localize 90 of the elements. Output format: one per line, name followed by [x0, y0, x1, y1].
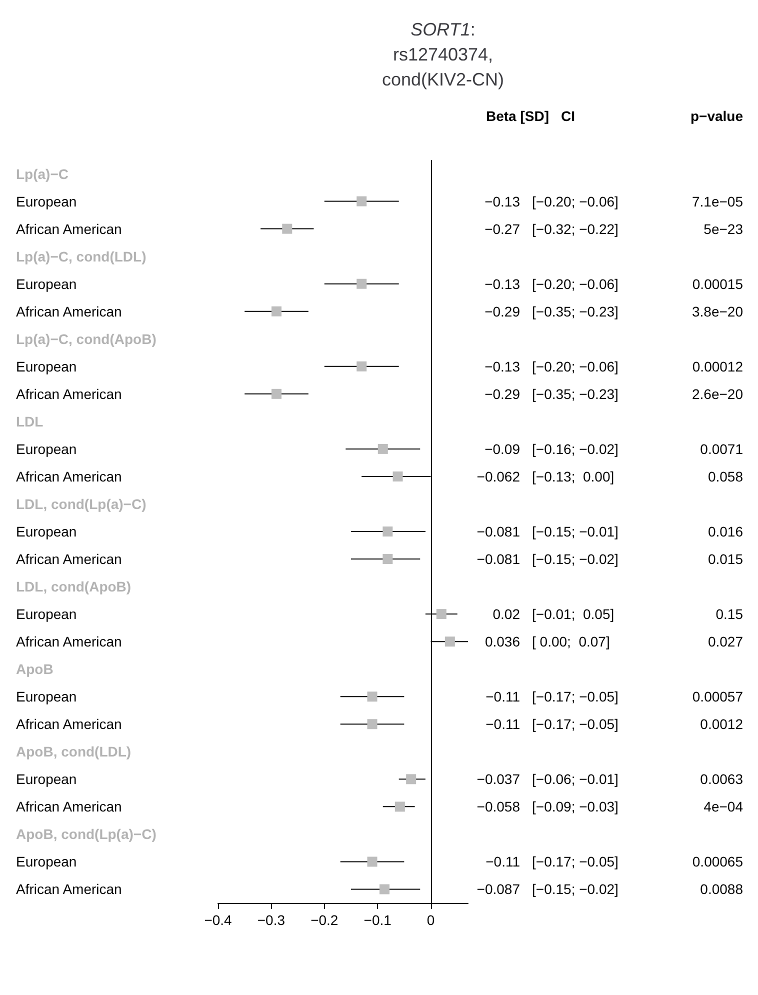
- text: [−0.17; −0.05]: [532, 716, 618, 732]
- x-tick-label: −0.3: [257, 912, 286, 928]
- text: [−0.15; −0.01]: [532, 524, 618, 540]
- text: 0.02: [492, 606, 520, 622]
- text: [−0.16; −0.02]: [532, 440, 618, 457]
- x-tick-label: −0.2: [310, 912, 338, 928]
- y-tick-label: European: [16, 854, 77, 870]
- text: [−0.20; −0.06]: [532, 193, 618, 210]
- text: [−0.06; −0.01]: [532, 771, 618, 788]
- text: [−0.09; −0.03]: [532, 798, 618, 815]
- y-tick-label: African American: [16, 551, 122, 568]
- text: [−0.17; −0.05]: [532, 688, 618, 705]
- y-tick-label: African American: [16, 634, 122, 650]
- chart-title: SORT1: rs12740374, cond(KIV2-CN): [382, 20, 504, 90]
- y-tick-label: European: [16, 771, 77, 788]
- y-tick-label: European: [16, 606, 77, 622]
- text: −0.062: [476, 468, 520, 484]
- text: [−0.01; 0.05]: [532, 606, 614, 622]
- text: −0.13: [484, 276, 520, 292]
- text: CI: [561, 108, 575, 124]
- text: −0.09: [484, 440, 520, 457]
- text: 5e−23: [704, 220, 744, 237]
- text: 0.027: [708, 634, 744, 650]
- y-tick-label: African American: [16, 220, 122, 237]
- text: 0.0012: [700, 716, 744, 732]
- y-tick-label: European: [16, 688, 77, 705]
- y-tick-label: Lp(a)−C, cond(LDL): [16, 248, 146, 264]
- text: −0.081: [476, 524, 520, 540]
- text: 0.0071: [700, 440, 744, 457]
- text: 4e−04: [704, 798, 744, 815]
- y-tick-label: European: [16, 276, 77, 292]
- text: −0.29: [484, 303, 520, 320]
- text: −0.27: [484, 220, 520, 237]
- text: 0.00057: [692, 688, 744, 705]
- y-tick-label: European: [16, 440, 77, 457]
- y-tick-label: ApoB: [16, 661, 54, 678]
- text: −0.13: [484, 193, 520, 210]
- text: −0.037: [476, 771, 520, 788]
- text: 2.6e−20: [692, 386, 744, 402]
- text: [−0.20; −0.06]: [532, 358, 618, 374]
- text: 0.15: [716, 606, 744, 622]
- text: [−0.35; −0.23]: [532, 386, 618, 402]
- text: −0.058: [476, 798, 520, 815]
- x-tick-label: −0.1: [364, 912, 392, 928]
- y-tick-label: ApoB, cond(Lp(a)−C): [16, 826, 156, 842]
- x-tick-label: 0: [426, 912, 435, 928]
- y-tick-label: African American: [16, 798, 122, 815]
- text: [ 0.00; 0.07]: [532, 634, 610, 650]
- text: 0.058: [708, 468, 744, 484]
- text: 0.036: [484, 634, 520, 650]
- y-tick-label: Lp(a)−C: [16, 166, 68, 182]
- text: 0.00015: [692, 276, 744, 292]
- text: 0.0063: [700, 771, 744, 788]
- text: [−0.32; −0.22]: [532, 220, 618, 237]
- y-tick-label: European: [16, 524, 77, 540]
- y-tick-label: LDL: [16, 413, 44, 430]
- y-tick-label: ApoB, cond(LDL): [16, 744, 132, 760]
- y-tick-label: African American: [16, 386, 122, 402]
- text: [−0.15; −0.02]: [532, 881, 618, 898]
- y-tick-label: European: [16, 193, 77, 210]
- text: 0.00012: [692, 358, 744, 374]
- y-tick-label: African American: [16, 881, 122, 898]
- text: −0.29: [484, 386, 520, 402]
- text: [−0.35; −0.23]: [532, 303, 618, 320]
- y-tick-label: European: [16, 358, 77, 374]
- text: 0.00065: [692, 854, 744, 870]
- y-tick-label: LDL, cond(ApoB): [16, 578, 132, 595]
- x-tick-label: −0.4: [204, 912, 232, 928]
- text: 3.8e−20: [692, 303, 744, 320]
- text: [−0.15; −0.02]: [532, 551, 618, 568]
- y-tick-label: African American: [16, 303, 122, 320]
- y-tick-label: African American: [16, 716, 122, 732]
- text: −0.11: [486, 688, 520, 705]
- text: [−0.13; 0.00]: [532, 468, 614, 484]
- y-tick-label: African American: [16, 468, 122, 484]
- text: 7.1e−05: [692, 193, 744, 210]
- text: 0.016: [708, 524, 744, 540]
- text: [−0.17; −0.05]: [532, 854, 618, 870]
- text: Beta [SD]: [486, 108, 550, 124]
- text: −0.11: [486, 716, 520, 732]
- text: 0.0088: [700, 881, 744, 898]
- text: 0.015: [708, 551, 744, 568]
- text: −0.081: [476, 551, 520, 568]
- text: [−0.20; −0.06]: [532, 276, 618, 292]
- text: −0.11: [486, 854, 520, 870]
- text: p−value: [690, 108, 744, 124]
- y-tick-label: LDL, cond(Lp(a)−C): [16, 496, 146, 512]
- text: −0.13: [484, 358, 520, 374]
- text: −0.087: [476, 881, 520, 898]
- y-tick-label: Lp(a)−C, cond(ApoB): [16, 330, 156, 347]
